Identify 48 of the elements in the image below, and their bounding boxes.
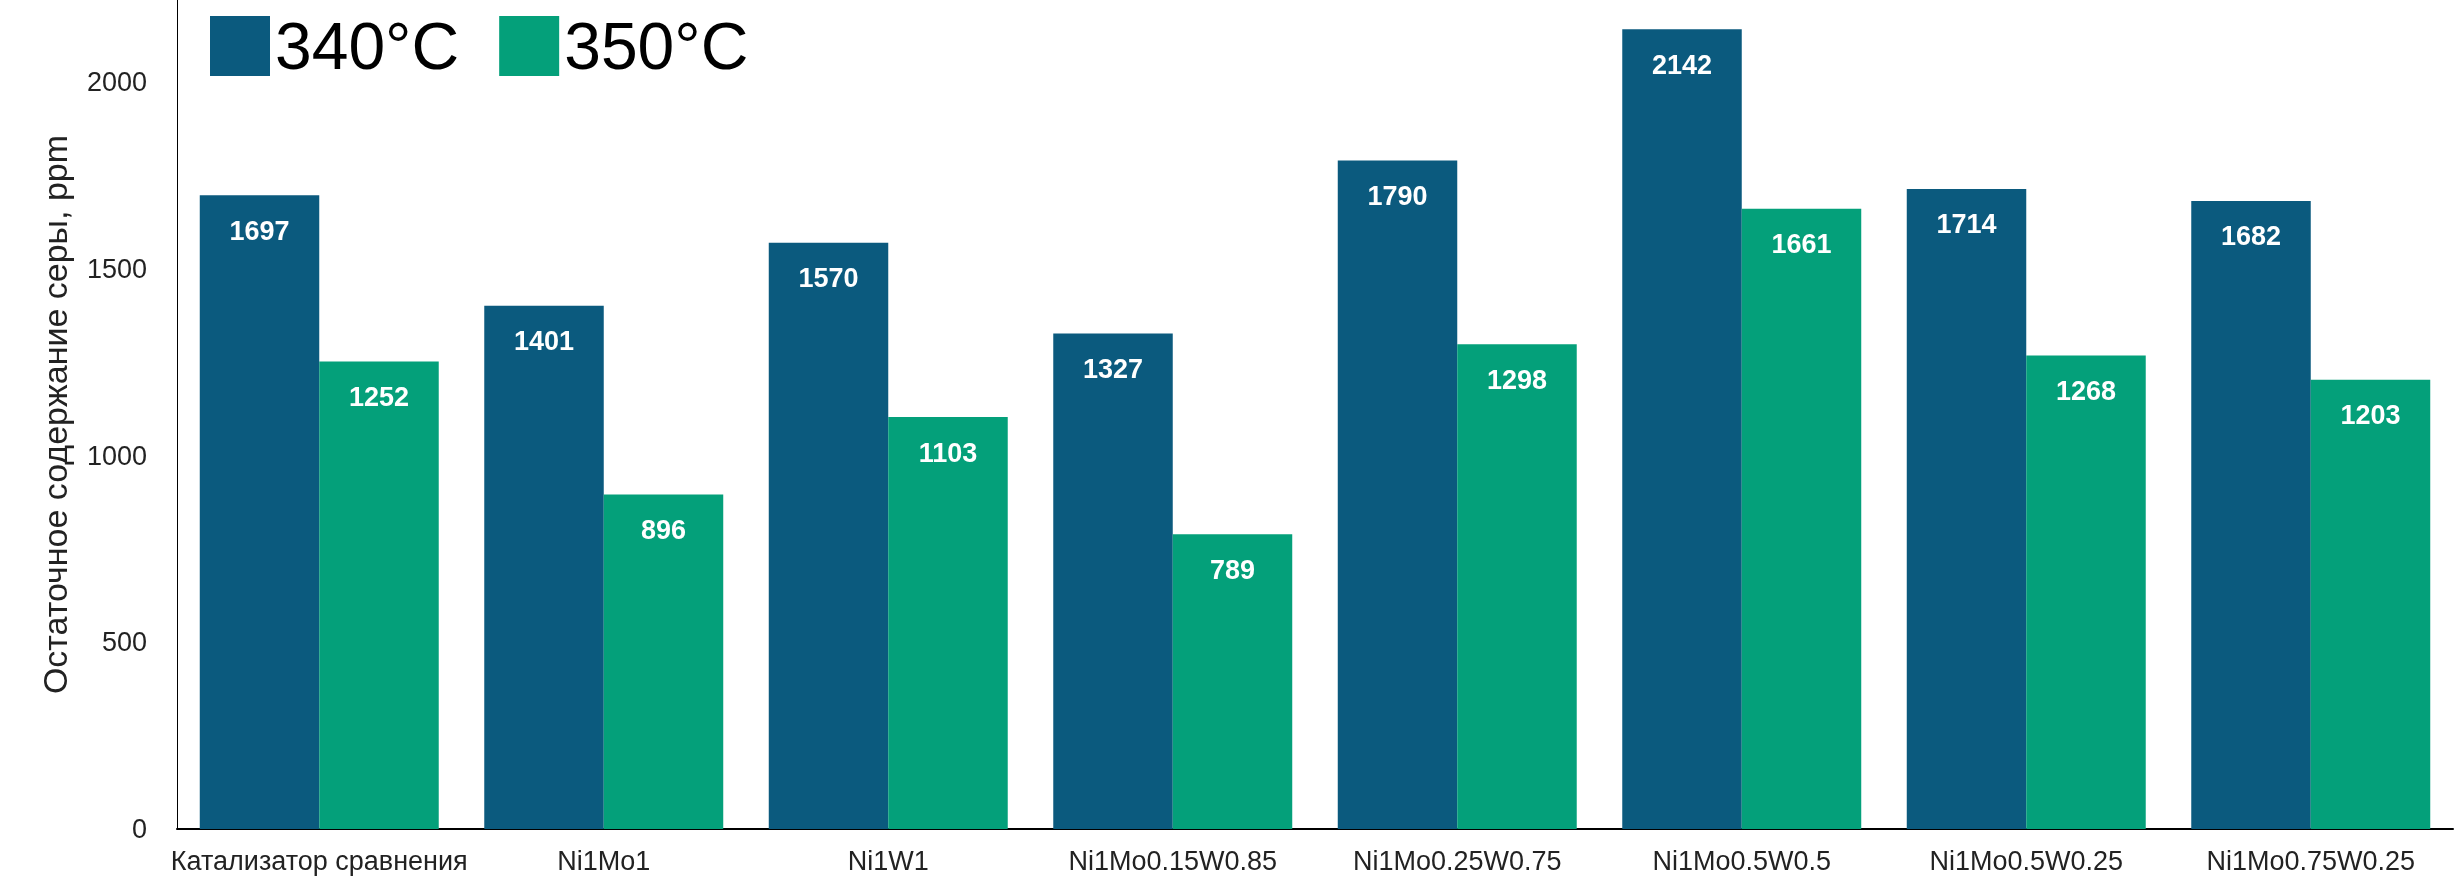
data-label: 1103: [918, 437, 978, 468]
data-label: 2142: [1651, 49, 1713, 80]
data-label: 1682: [2220, 221, 2282, 252]
y-axis-title: Остаточное содержание серы, ppm: [36, 134, 74, 695]
data-label: 1790: [1367, 181, 1428, 212]
legend-label: 350°C: [564, 9, 749, 83]
bar: [2026, 355, 2146, 829]
bar: [1741, 208, 1862, 829]
data-label: 1661: [1771, 229, 1832, 260]
bar: [1337, 160, 1458, 829]
data-label: 1327: [1082, 353, 1144, 384]
data-label: 1697: [229, 215, 290, 246]
data-label: 1570: [798, 263, 859, 294]
data-label: 1203: [2340, 400, 2401, 431]
x-tick-label: Ni1Mo0.75W0.25: [2206, 845, 2416, 876]
bar: [199, 195, 320, 829]
y-tick-label: 0: [131, 814, 147, 844]
bar: [768, 242, 889, 829]
data-label: 1268: [2055, 376, 2117, 406]
data-label: 1401: [513, 326, 575, 357]
x-tick-label: Ni1Mo0.5W0.5: [1652, 845, 1832, 876]
bar: [1622, 29, 1742, 829]
y-tick-label: 2000: [86, 67, 147, 98]
data-label: 896: [640, 514, 687, 545]
legend-label: 340°C: [275, 9, 460, 83]
data-label: 1298: [1486, 364, 1548, 395]
data-label: 789: [1209, 554, 1256, 585]
bar: [888, 417, 1008, 829]
bar: [319, 361, 439, 829]
y-tick-label: 500: [101, 627, 147, 658]
bar: [1906, 188, 2027, 829]
x-tick-label: Ni1Mo0.25W0.75: [1352, 845, 1562, 876]
bar: [603, 494, 724, 829]
y-tick-label: 1000: [86, 440, 147, 471]
x-tick-label: Ni1W1: [847, 845, 929, 876]
bar: [2191, 200, 2311, 829]
data-label: 1252: [348, 381, 410, 412]
bar: [1053, 333, 1173, 829]
x-tick-label: Катализатор сравнения: [170, 845, 468, 876]
x-tick-label: Ni1Mo1: [557, 845, 651, 876]
bar: [1457, 344, 1577, 829]
bar: [1172, 534, 1293, 829]
data-label: 1714: [1936, 209, 1997, 240]
y-tick-label: 1500: [86, 253, 147, 284]
bar: [2310, 379, 2431, 829]
x-tick-label: Ni1Mo0.15W0.85: [1068, 845, 1278, 876]
x-tick-label: Ni1Mo0.5W0.25: [1929, 845, 2124, 876]
bar: [484, 305, 604, 829]
